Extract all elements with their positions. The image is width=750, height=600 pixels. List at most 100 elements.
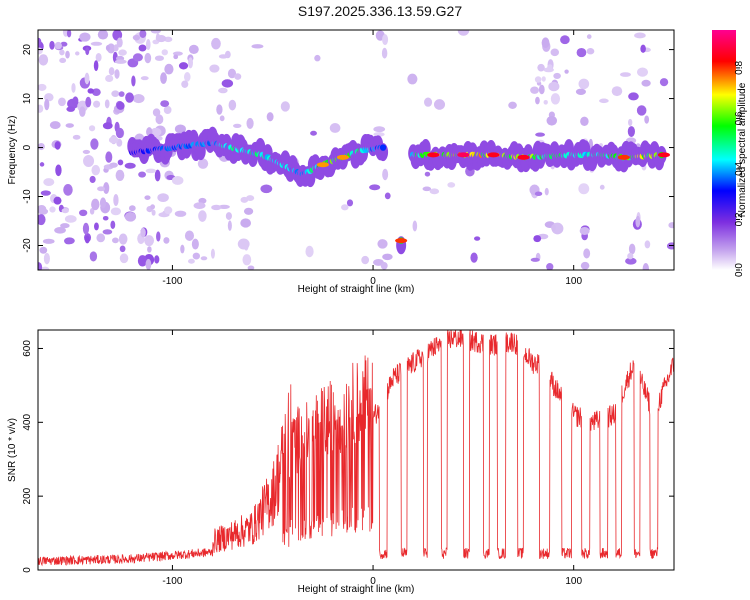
- spectrogram-cell: [65, 50, 70, 59]
- spectrogram-cell: [105, 45, 110, 51]
- spectrogram-cell: [447, 182, 456, 188]
- spectrogram-cell: [87, 88, 94, 94]
- spectrogram-cell: [155, 114, 164, 125]
- spectrogram-cell: [535, 132, 545, 137]
- spectrogram-cell: [79, 32, 91, 42]
- ridge-peak: [517, 154, 530, 160]
- spectrogram-cell: [560, 35, 570, 45]
- spectrogram-cell: [227, 68, 237, 79]
- spectrogram-cell: [216, 104, 223, 115]
- spectrogram-cell: [102, 122, 113, 130]
- spectrogram-ylabel: Frequency (Hz): [7, 116, 18, 185]
- spectrogram-cell: [109, 162, 118, 168]
- spectrogram-cell: [54, 141, 61, 150]
- spectrogram-cell: [412, 220, 418, 232]
- spectrogram-cell: [640, 44, 646, 53]
- spectrogram-cell: [65, 123, 74, 128]
- spectrogram-cell: [553, 72, 561, 80]
- spectrogram-cell: [508, 101, 517, 109]
- spectrogram-cell: [373, 126, 386, 133]
- spectrogram-cell: [140, 76, 149, 81]
- spectrogram-cell: [160, 100, 170, 107]
- spectrogram-cell: [422, 186, 432, 192]
- spectrogram-cell: [54, 226, 66, 234]
- spectrogram-cell: [210, 248, 215, 259]
- spectrogram-cell: [470, 252, 478, 263]
- snr-panel: -100 0 100 0 200 400 600 Height of straight li…: [7, 329, 675, 595]
- ridge-peak: [336, 154, 349, 160]
- spectrogram-cell: [66, 30, 72, 38]
- spectrogram-cell: [79, 106, 86, 117]
- spectrogram-cell: [575, 88, 586, 95]
- spectrogram-cell: [586, 48, 595, 55]
- spectrogram-cell: [197, 158, 209, 169]
- spectrogram-cell: [90, 41, 103, 46]
- spectrogram-cell: [530, 257, 540, 262]
- spectrogram-cell: [94, 222, 99, 231]
- spectrogram-cell: [55, 164, 62, 177]
- spectrogram-cell: [112, 51, 118, 63]
- spectrogram-cell: [144, 52, 152, 64]
- spectrogram-cell: [548, 81, 560, 92]
- spectrogram-cell: [209, 64, 220, 73]
- spectrogram-cell: [541, 37, 550, 49]
- spectrogram-cell: [641, 79, 651, 87]
- spectrogram-cell: [43, 252, 50, 265]
- snr-series-line: [38, 330, 674, 567]
- spectrogram-cell: [118, 233, 128, 245]
- spectrogram-cell: [228, 99, 237, 111]
- spectrogram-cell: [41, 266, 50, 270]
- spectrogram-cell: [82, 222, 90, 235]
- spectrogram-cell: [535, 96, 540, 105]
- ridge-peak: [487, 152, 500, 158]
- spectrogram-cell: [361, 255, 370, 265]
- spectrogram-cell: [108, 136, 119, 144]
- spectrogram-cell: [118, 49, 127, 56]
- spectrogram-cell: [144, 195, 151, 200]
- spectrogram-cell: [533, 235, 542, 243]
- spectrogram-cell: [114, 59, 127, 64]
- spectrogram-cell: [644, 240, 651, 249]
- spectrogram-cell: [39, 246, 48, 254]
- y-tick-label: 20: [22, 44, 33, 56]
- spectrogram-cell: [382, 253, 393, 261]
- spectrogram-cell: [84, 235, 90, 244]
- spectrogram-cell: [112, 237, 119, 244]
- y-tick-label: 0: [22, 144, 33, 150]
- figure-title: S197.2025.336.13.59.G27: [298, 3, 462, 19]
- spectrogram-cell: [85, 96, 92, 108]
- ridge-peak: [617, 154, 630, 160]
- spectrogram-cell: [49, 121, 61, 130]
- spectrogram-cell: [96, 233, 106, 243]
- spectrogram-cell: [116, 37, 123, 48]
- colorbar-tick-label: 0.4: [734, 162, 745, 176]
- spectrogram-cell: [91, 198, 100, 211]
- x-tick-label: -100: [162, 576, 182, 587]
- spectrogram-cell: [551, 224, 556, 231]
- spectrogram-cell: [102, 229, 113, 235]
- spectrogram-cell: [407, 73, 418, 85]
- spectrogram-cell: [644, 115, 650, 124]
- spectrogram-cell: [145, 39, 151, 51]
- spectrogram-cell: [124, 211, 137, 222]
- spectrogram-cell: [59, 57, 67, 64]
- spectrogram-cell: [659, 78, 669, 87]
- spectrogram-cell: [110, 207, 121, 216]
- spectrogram-cell: [171, 176, 184, 185]
- spectrogram-cell: [164, 206, 173, 215]
- spectrogram-cell: [546, 262, 554, 270]
- spectrogram-cell: [424, 171, 431, 177]
- spectrogram-cell: [128, 205, 136, 212]
- spectrogram-cell: [543, 99, 548, 105]
- spectrogram-cell: [38, 47, 43, 55]
- spectrogram-cell: [538, 84, 545, 95]
- spectrogram-cell: [78, 209, 88, 217]
- spectrogram-cell: [193, 202, 206, 210]
- spectrogram-cell: [38, 262, 43, 270]
- spectrogram-cell: [178, 62, 189, 70]
- spectrogram-cell: [72, 134, 81, 140]
- spectrogram-cell: [157, 193, 169, 202]
- spectrogram-cell: [49, 40, 55, 50]
- spectrogram-cell: [174, 124, 186, 134]
